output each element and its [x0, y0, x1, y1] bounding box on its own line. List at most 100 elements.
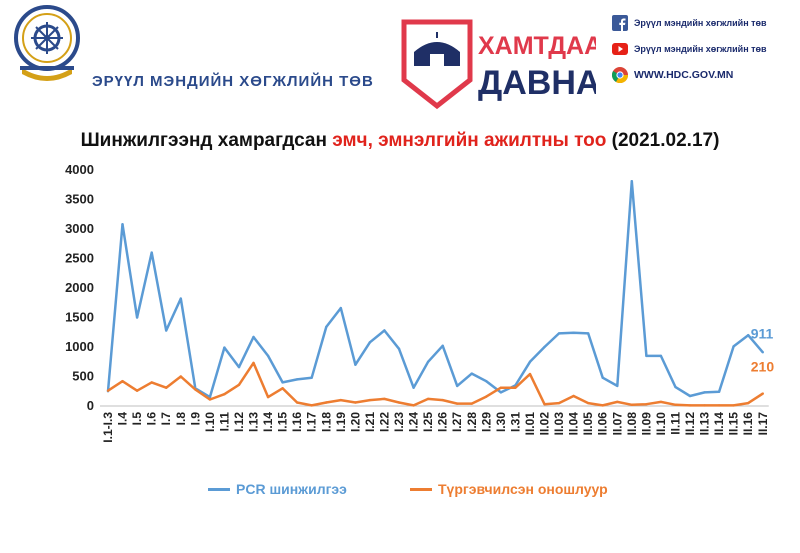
data-point [456, 384, 459, 388]
legend-swatch-rapid [410, 487, 432, 491]
x-tick-label: II.04 [567, 412, 581, 436]
data-point [354, 401, 357, 404]
data-point [135, 389, 139, 392]
x-tick-label: I.21 [363, 412, 377, 432]
x-tick-label: I.9 [188, 412, 202, 426]
x-tick-label: II.13 [698, 412, 712, 436]
data-point [528, 372, 532, 376]
x-tick-label: II.01 [523, 412, 537, 436]
ger-tent-icon [414, 32, 460, 66]
x-tick-label: II.12 [683, 412, 697, 436]
x-tick-label: I.22 [377, 412, 391, 432]
org-name: ЭРҮҮЛ МЭНДИЙН ХӨГЖЛИЙН ТӨВ [92, 73, 374, 90]
data-point [499, 391, 503, 394]
legend-swatch-pcr [208, 487, 230, 491]
y-tick-label: 500 [72, 369, 94, 384]
contact-facebook[interactable]: Эрүүл мэндийн хөгжлийн төв [612, 12, 798, 34]
data-point [717, 404, 721, 407]
y-tick-label: 0 [87, 398, 94, 413]
data-point [645, 354, 648, 358]
x-tick-label: I.31 [508, 412, 522, 432]
contact-website[interactable]: WWW.HDC.GOV.MN [612, 64, 798, 86]
data-point [616, 400, 619, 404]
data-point [732, 404, 735, 407]
data-point [412, 404, 415, 407]
data-point [252, 335, 255, 339]
data-label-end: 210 [751, 359, 775, 375]
data-point [674, 385, 677, 389]
legend-item-rapid: Түргэвчилсэн оношлуур [410, 481, 608, 497]
data-point [587, 332, 590, 335]
chart-title-part1: Шинжилгээнд хамрагдсан [80, 130, 333, 151]
chart-title: Шинжилгээнд хамрагдсан эмч, эмнэлгийн аж… [0, 130, 800, 152]
data-point [237, 365, 241, 369]
x-tick-label: I.13 [247, 412, 261, 432]
x-tick-label: I.19 [334, 412, 348, 432]
x-tick-label: I.10 [203, 412, 217, 432]
x-tick-label: II.09 [639, 412, 653, 436]
y-tick-label: 1500 [65, 310, 94, 325]
x-tick-label: I.23 [392, 412, 406, 432]
facebook-icon [612, 15, 628, 31]
data-point [426, 397, 430, 401]
data-point [485, 380, 488, 383]
data-point [703, 404, 706, 407]
x-tick-label: I.15 [276, 412, 290, 432]
data-point [601, 376, 604, 379]
x-tick-label: I.28 [465, 412, 479, 432]
data-point [572, 331, 575, 334]
data-point [674, 403, 677, 406]
x-tick-label: I.4 [116, 412, 130, 426]
x-tick-label: II.17 [756, 412, 770, 436]
data-point [747, 401, 750, 405]
chrome-icon [612, 67, 628, 83]
data-point [659, 354, 663, 358]
data-point [761, 351, 764, 354]
data-point [310, 404, 313, 407]
x-tick-label: II.06 [596, 412, 610, 436]
data-point [266, 395, 270, 399]
data-point [426, 360, 430, 363]
y-tick-label: 1000 [65, 339, 94, 354]
data-point [339, 306, 342, 310]
chart-title-part2: эмч, эмнэлгийн ажилтны тоо [332, 130, 607, 151]
data-point [485, 395, 488, 398]
data-point [223, 346, 226, 349]
data-point [572, 394, 575, 398]
data-point [761, 392, 764, 395]
x-tick-label: II.02 [538, 412, 552, 436]
data-point [412, 386, 415, 389]
y-tick-label: 4000 [65, 162, 94, 177]
youtube-icon [612, 43, 628, 55]
x-tick-label: II.10 [654, 412, 668, 436]
contact-youtube[interactable]: Эрүүл мэндийн хөгжлийн төв [612, 38, 798, 60]
x-tick-label: II.03 [552, 412, 566, 436]
x-tick-label: I.20 [348, 412, 362, 432]
data-point [543, 403, 546, 406]
data-point [383, 397, 386, 401]
x-tick-label: I.30 [494, 412, 508, 432]
data-point [630, 403, 633, 406]
contact-youtube-text: Эрүүл мэндийн хөгжлийн төв [634, 44, 767, 54]
data-point [281, 381, 284, 384]
data-point [325, 325, 328, 329]
data-point [295, 378, 299, 381]
x-tick-label: II.08 [625, 412, 639, 436]
series-line-0 [106, 179, 764, 399]
data-point [557, 401, 561, 405]
x-tick-label: I.1-I.3 [101, 412, 115, 443]
dharma-wheel-seal-icon [14, 5, 80, 81]
legend-label-rapid: Түргэвчилсэн оношлуур [438, 481, 608, 497]
x-tick-label: I.16 [290, 412, 304, 432]
data-point [397, 401, 401, 404]
x-tick-label: II.15 [727, 412, 741, 436]
data-point [470, 402, 473, 405]
x-tick-label: I.12 [232, 412, 246, 432]
y-tick-label: 2500 [65, 251, 94, 266]
data-point [368, 341, 372, 344]
x-tick-label: I.27 [450, 412, 464, 432]
data-point [135, 316, 139, 319]
contact-list: Эрүүл мэндийн хөгжлийн төв Эрүүл мэндийн… [612, 12, 798, 90]
contact-website-text: WWW.HDC.GOV.MN [634, 69, 734, 81]
data-point [368, 398, 372, 402]
